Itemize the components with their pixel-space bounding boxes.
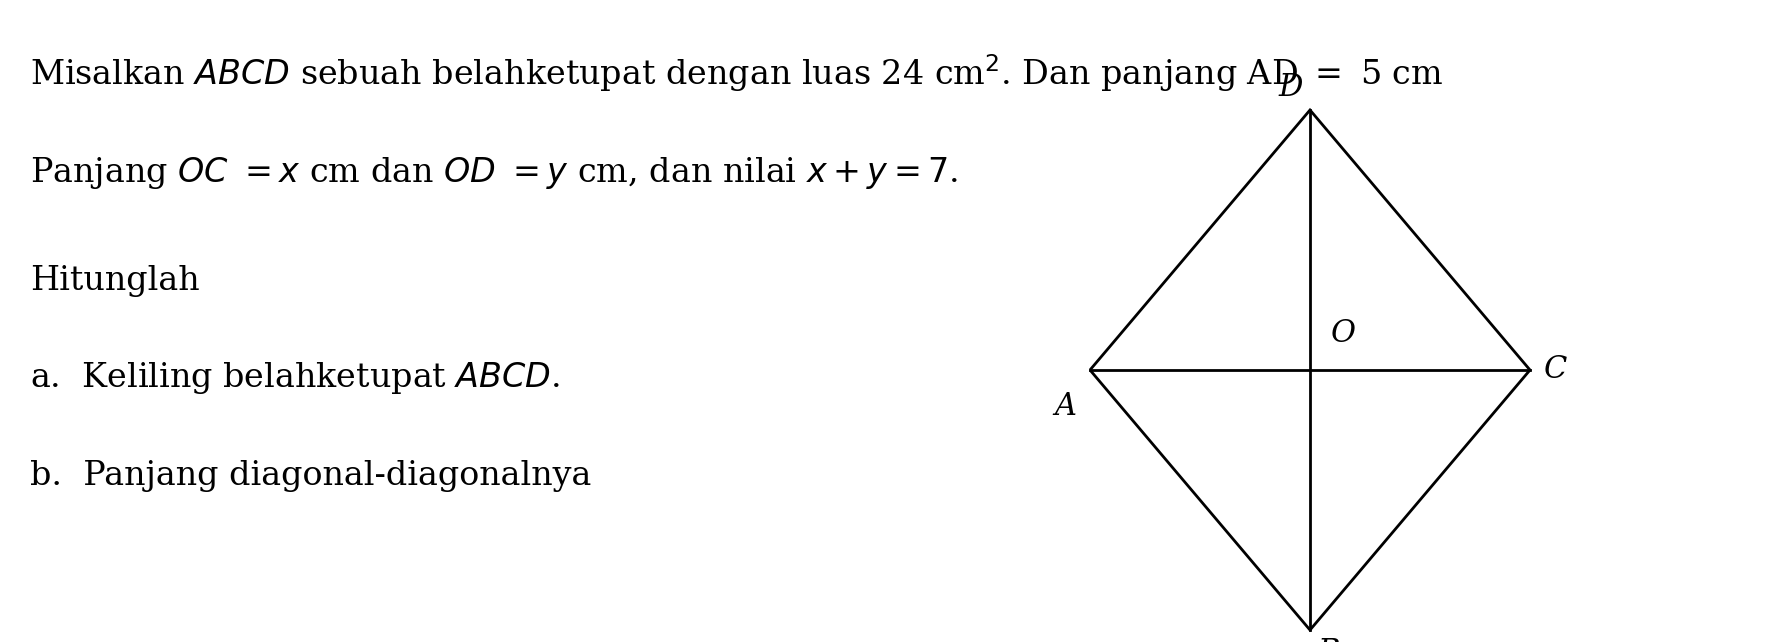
Text: Misalkan $\mathit{ABCD}$ sebuah belahketupat dengan luas 24 cm$^2$. Dan panjang : Misalkan $\mathit{ABCD}$ sebuah belahket…	[30, 52, 1443, 94]
Text: D: D	[1279, 72, 1302, 103]
Text: O: O	[1331, 318, 1356, 349]
Text: b.  Panjang diagonal-diagonalnya: b. Panjang diagonal-diagonalnya	[30, 460, 591, 492]
Text: Panjang $\mathit{OC}$ $= x$ cm dan $\mathit{OD}$ $= y$ cm, dan nilai $x + y = 7$: Panjang $\mathit{OC}$ $= x$ cm dan $\mat…	[30, 155, 959, 191]
Text: Hitunglah: Hitunglah	[30, 265, 199, 297]
Text: A: A	[1053, 391, 1076, 422]
Text: B: B	[1316, 637, 1340, 642]
Text: a.  Keliling belahketupat $\mathit{ABCD}$.: a. Keliling belahketupat $\mathit{ABCD}$…	[30, 360, 560, 396]
Text: C: C	[1544, 354, 1567, 385]
